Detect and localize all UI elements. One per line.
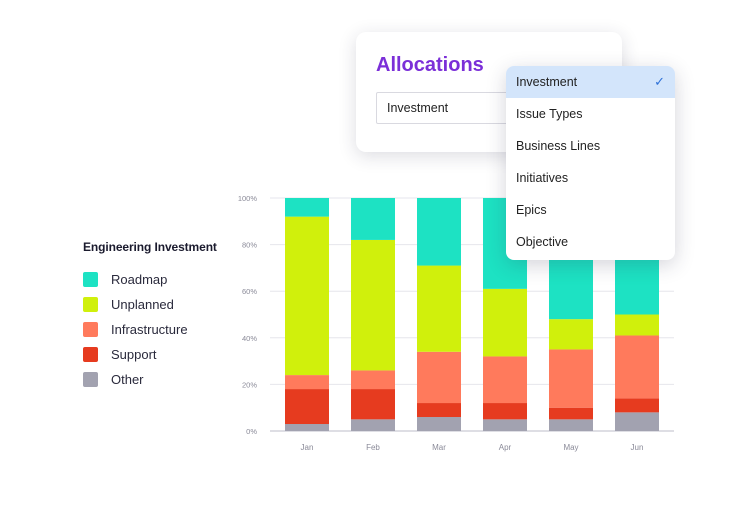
bar-segment-support-mar	[417, 403, 461, 418]
legend-label-support: Support	[111, 347, 157, 362]
legend-label-roadmap: Roadmap	[111, 272, 168, 287]
bar-segment-other-mar	[417, 417, 461, 431]
bar-segment-other-jun	[615, 412, 659, 431]
bar-segment-unplanned-feb	[351, 239, 395, 371]
legend-item-unplanned: Unplanned	[83, 292, 217, 317]
bar-segment-support-may	[549, 407, 593, 420]
allocation-dropdown-menu: Investment ✓ Issue Types Business Lines …	[506, 66, 675, 260]
dropdown-option-initiatives[interactable]: Initiatives	[506, 162, 675, 194]
dropdown-option-label: Initiatives	[516, 171, 569, 185]
dropdown-option-issue-types[interactable]: Issue Types	[506, 98, 675, 130]
x-tick-label: Jan	[301, 443, 314, 452]
dropdown-option-objective[interactable]: Objective	[506, 226, 675, 258]
bar-segment-infrastructure-mar	[417, 351, 461, 404]
dropdown-option-label: Investment	[516, 75, 578, 89]
bar-segment-other-may	[549, 419, 593, 431]
dropdown-option-label: Issue Types	[516, 107, 583, 121]
y-tick-label: 40%	[242, 334, 257, 343]
dropdown-option-business-lines[interactable]: Business Lines	[506, 130, 675, 162]
bar-segment-other-feb	[351, 419, 395, 431]
legend-label-other: Other	[111, 372, 144, 387]
legend-item-roadmap: Roadmap	[83, 267, 217, 292]
legend-item-other: Other	[83, 367, 217, 392]
legend-title: Engineering Investment	[83, 240, 217, 254]
x-tick-label: Mar	[432, 443, 446, 452]
legend-label-unplanned: Unplanned	[111, 297, 174, 312]
bar-segment-support-feb	[351, 389, 395, 420]
dropdown-option-investment[interactable]: Investment ✓	[506, 66, 675, 98]
x-tick-label: May	[563, 443, 578, 452]
bar-segment-unplanned-jan	[285, 216, 329, 376]
x-tick-label: Apr	[499, 443, 512, 452]
legend-swatch-roadmap	[83, 272, 98, 287]
y-tick-label: 80%	[242, 241, 257, 250]
dropdown-option-label: Epics	[516, 203, 547, 217]
x-tick-label: Feb	[366, 443, 380, 452]
bar-segment-infrastructure-feb	[351, 370, 395, 390]
x-tick-label: Jun	[631, 443, 644, 452]
y-tick-label: 60%	[242, 287, 257, 296]
legend-label-infrastructure: Infrastructure	[111, 322, 188, 337]
allocation-select[interactable]: Investment	[376, 92, 526, 124]
dropdown-option-label: Objective	[516, 235, 569, 249]
bar-segment-infrastructure-may	[549, 349, 593, 408]
bar-segment-unplanned-may	[549, 319, 593, 350]
allocations-title: Allocations	[376, 54, 484, 76]
bar-segment-roadmap-mar	[417, 198, 461, 266]
y-tick-label: 20%	[242, 380, 257, 389]
bar-segment-roadmap-jan	[285, 198, 329, 217]
dropdown-option-label: Business Lines	[516, 139, 601, 153]
bar-segment-other-jan	[285, 424, 329, 431]
bar-segment-support-jan	[285, 389, 329, 425]
y-tick-label: 0%	[246, 427, 257, 436]
y-tick-label: 100%	[238, 194, 258, 203]
bar-segment-unplanned-jun	[615, 314, 659, 336]
bar-segment-support-apr	[483, 403, 527, 420]
legend-swatch-support	[83, 347, 98, 362]
legend-item-infrastructure: Infrastructure	[83, 317, 217, 342]
bar-segment-roadmap-feb	[351, 198, 395, 240]
chart-legend: Engineering Investment Roadmap Unplanned…	[83, 240, 217, 392]
bar-segment-infrastructure-jan	[285, 375, 329, 390]
legend-swatch-infrastructure	[83, 322, 98, 337]
bar-segment-other-apr	[483, 419, 527, 431]
dropdown-option-epics[interactable]: Epics	[506, 194, 675, 226]
legend-item-support: Support	[83, 342, 217, 367]
legend-swatch-unplanned	[83, 297, 98, 312]
legend-swatch-other	[83, 372, 98, 387]
bar-segment-infrastructure-jun	[615, 335, 659, 399]
checkmark-icon: ✓	[654, 74, 665, 89]
bar-segment-unplanned-apr	[483, 288, 527, 357]
bar-segment-support-jun	[615, 398, 659, 413]
bar-segment-infrastructure-apr	[483, 356, 527, 404]
bar-segment-unplanned-mar	[417, 265, 461, 352]
